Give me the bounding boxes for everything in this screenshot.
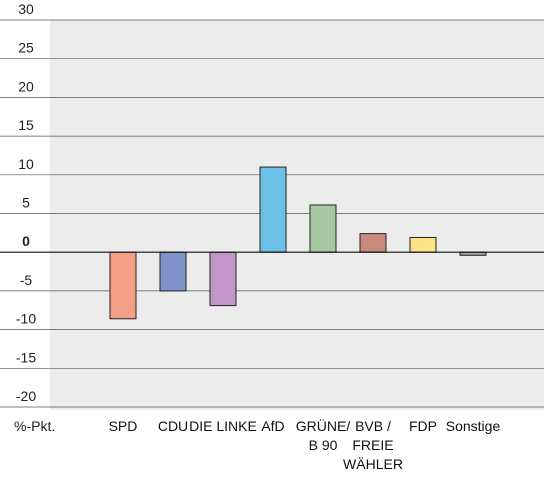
unit-label: %-Pkt. — [14, 418, 55, 434]
category-label: DIE LINKE — [189, 418, 257, 434]
y-tick-label: -10 — [16, 311, 36, 327]
plot-area — [0, 19, 544, 410]
bar — [109, 251, 137, 320]
bar — [309, 204, 337, 253]
y-tick-label: 20 — [18, 78, 34, 94]
category-label: AfD — [261, 418, 284, 434]
category-label-line: BVB / — [355, 418, 391, 434]
plot-background — [50, 20, 544, 410]
category-label-line: FREIE — [352, 437, 393, 453]
category-label: CDU — [158, 418, 188, 434]
y-tick-label: 25 — [18, 40, 34, 56]
category-label-line: WÄHLER — [343, 456, 403, 472]
bar — [159, 251, 187, 292]
y-tick-label: 15 — [18, 117, 34, 133]
bar — [209, 251, 237, 307]
category-label: FDP — [409, 418, 437, 434]
category-label-line: GRÜNE/ — [296, 417, 351, 434]
category-label: Sonstige — [446, 418, 501, 434]
category-label: GRÜNE/B 90 — [296, 417, 351, 453]
y-tick-label: 5 — [22, 195, 30, 211]
bar — [359, 233, 387, 253]
category-label-line: B 90 — [309, 437, 338, 453]
bars — [109, 166, 487, 320]
y-tick-label: -5 — [20, 272, 33, 288]
y-tick-label: -15 — [16, 349, 36, 365]
category-label-line: AfD — [261, 418, 284, 434]
category-label: BVB / FREIE WÄHLER — [343, 418, 403, 472]
y-tick-labels: 30 25 20 15 10 5 0 -5 -10 -15 -20 — [16, 1, 36, 404]
category-label-line: Sonstige — [446, 418, 501, 434]
category-label: SPD — [109, 418, 138, 434]
category-label-line: DIE LINKE — [189, 418, 257, 434]
category-label-line: SPD — [109, 418, 138, 434]
y-tick-label: 10 — [18, 156, 34, 172]
y-tick-label: 30 — [18, 1, 34, 17]
category-label-line: FDP — [409, 418, 437, 434]
bar — [259, 166, 287, 253]
category-label-line: CDU — [158, 418, 188, 434]
y-tick-label: 0 — [22, 233, 30, 249]
bar — [409, 236, 437, 253]
y-tick-label: -20 — [16, 388, 36, 404]
